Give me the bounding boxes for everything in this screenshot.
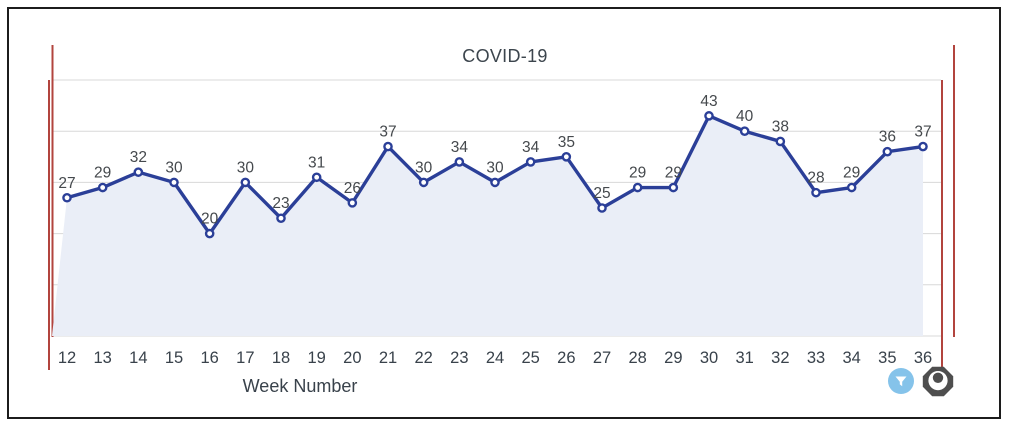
data-label: 29	[843, 165, 860, 182]
data-point[interactable]	[561, 151, 572, 162]
x-tick-label: 27	[593, 349, 611, 367]
x-tick-label: 26	[557, 349, 575, 367]
data-label: 29	[665, 165, 682, 182]
data-point[interactable]	[204, 228, 215, 239]
x-tick-label: 24	[486, 349, 504, 367]
data-point[interactable]	[347, 198, 358, 208]
x-tick-label: 21	[379, 349, 397, 367]
area-fill	[52, 115, 923, 336]
x-tick-label: 19	[307, 349, 325, 367]
x-tick-label: 30	[700, 349, 718, 367]
data-point[interactable]	[97, 182, 108, 193]
data-label: 26	[344, 180, 361, 197]
x-tick-label: 12	[58, 349, 76, 367]
data-label: 43	[700, 93, 717, 110]
person-button[interactable]	[922, 366, 954, 397]
data-label: 30	[415, 159, 433, 176]
x-tick-label: 29	[664, 349, 682, 367]
x-tick-label: 33	[807, 349, 825, 367]
data-label: 25	[593, 185, 610, 202]
data-label: 29	[629, 165, 646, 182]
data-point[interactable]	[276, 213, 286, 224]
x-tick-label: 36	[914, 349, 932, 367]
data-label: 30	[237, 159, 255, 176]
data-label: 34	[451, 139, 469, 156]
data-point[interactable]	[882, 146, 893, 157]
data-point[interactable]	[418, 177, 429, 188]
data-point[interactable]	[775, 136, 786, 147]
data-point[interactable]	[240, 177, 251, 188]
x-axis-title: Week Number	[242, 376, 358, 396]
data-point[interactable]	[846, 182, 857, 193]
data-label: 30	[486, 159, 504, 176]
data-label: 23	[272, 195, 289, 212]
x-tick-label: 31	[735, 349, 753, 367]
x-tick-label: 16	[200, 349, 218, 367]
x-tick-label: 34	[842, 349, 860, 367]
data-point[interactable]	[525, 157, 536, 167]
data-label: 38	[772, 118, 789, 135]
person-icon	[922, 366, 954, 397]
x-tick-label: 13	[93, 349, 111, 367]
data-label: 35	[558, 134, 575, 151]
data-point[interactable]	[597, 203, 607, 213]
x-tick-label: 18	[272, 349, 290, 367]
data-label: 31	[308, 154, 325, 171]
data-point[interactable]	[311, 172, 322, 183]
data-label: 37	[379, 124, 396, 141]
data-point[interactable]	[383, 141, 393, 152]
data-label: 40	[736, 108, 754, 125]
data-point[interactable]	[739, 126, 750, 136]
x-tick-label: 15	[165, 349, 183, 367]
filter-button[interactable]	[888, 368, 914, 394]
x-tick-label: 20	[343, 349, 361, 367]
filter-icon	[888, 368, 914, 394]
data-label: 36	[879, 129, 896, 146]
data-label: 32	[130, 149, 147, 166]
data-point[interactable]	[918, 141, 928, 152]
x-tick-label: 14	[129, 349, 147, 367]
x-tick-label: 28	[628, 349, 646, 367]
data-point[interactable]	[454, 157, 465, 167]
data-label: 30	[165, 159, 183, 176]
data-point[interactable]	[62, 192, 72, 203]
x-tick-label: 22	[414, 349, 432, 367]
data-label: 27	[58, 175, 75, 192]
x-tick-label: 35	[878, 349, 896, 367]
data-point[interactable]	[704, 111, 714, 121]
data-point[interactable]	[133, 167, 144, 177]
x-tick-label: 32	[771, 349, 789, 367]
data-point[interactable]	[668, 182, 679, 193]
data-point[interactable]	[632, 182, 643, 193]
x-tick-label: 23	[450, 349, 468, 367]
data-point[interactable]	[490, 177, 500, 188]
data-label: 20	[201, 211, 219, 228]
x-tick-label: 25	[521, 349, 539, 367]
x-tick-label: 17	[236, 349, 254, 367]
data-label: 37	[914, 124, 931, 141]
data-point[interactable]	[169, 177, 179, 188]
data-label: 34	[522, 139, 540, 156]
chart-title: COVID-19	[462, 46, 548, 66]
data-label: 29	[94, 165, 111, 182]
data-point[interactable]	[811, 187, 821, 198]
data-label: 28	[807, 170, 824, 187]
